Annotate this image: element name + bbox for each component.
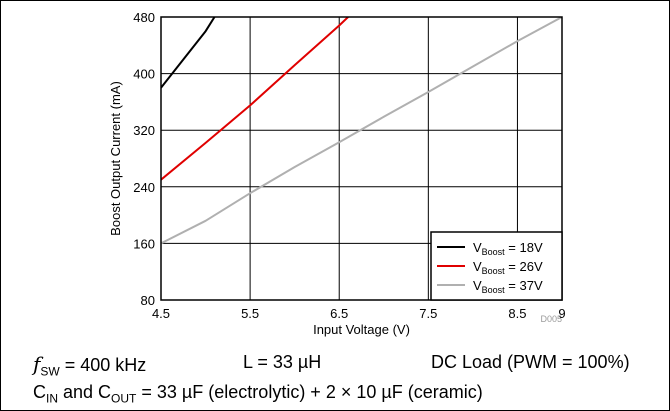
y-tick-label: 80: [141, 293, 155, 308]
plot-border: [160, 16, 563, 301]
y-tick-label: 400: [133, 67, 155, 82]
caption-dc-load: DC Load (PWM = 100%): [431, 352, 630, 372]
caption-capacitors: CIN and COUT = 33 µF (electrolytic) + 2 …: [33, 382, 483, 406]
caption-switching-frequency: fSW = 400 kHz: [33, 352, 147, 379]
y-tick-label: 240: [133, 180, 155, 195]
x-tick-label: 4.5: [152, 306, 170, 321]
x-tick-label: 6.5: [330, 306, 348, 321]
x-tick-label: 8.5: [508, 306, 526, 321]
series-line: [161, 17, 562, 245]
x-axis-label: Input Voltage (V): [313, 322, 410, 337]
series-line: [161, 17, 349, 181]
chart: 80 160 240 320 400 480 4.5 5.5 6.5 7.5 8.5 9 Input V…: [108, 10, 566, 337]
y-tick-label: 320: [133, 123, 155, 138]
series-group: [161, 17, 562, 245]
legend-entry: VBoost = 37V: [473, 278, 543, 295]
legend-box: [430, 231, 563, 301]
x-tick-label: 5.5: [241, 306, 259, 321]
legend-entry: VBoost = 26V: [473, 259, 543, 276]
x-tick-label: 7.5: [419, 306, 437, 321]
caption-inductance: L = 33 µH: [243, 352, 322, 372]
x-tick-label: 9: [558, 306, 565, 321]
y-tick-label: 160: [133, 236, 155, 251]
y-tick-label: 480: [133, 10, 155, 25]
series-line: [161, 17, 216, 89]
legend-entry: VBoost = 18V: [473, 240, 543, 257]
y-axis-label: Boost Output Current (mA): [108, 81, 123, 236]
watermark-label: D005: [540, 314, 562, 324]
